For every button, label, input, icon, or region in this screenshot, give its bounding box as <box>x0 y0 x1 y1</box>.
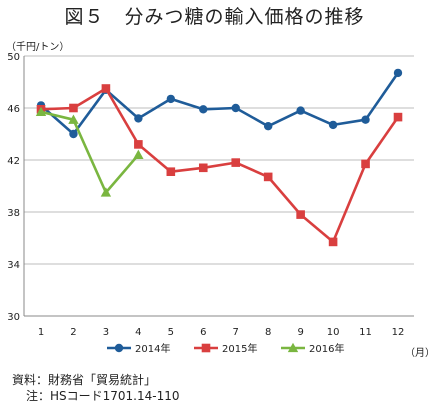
data-point <box>69 129 78 139</box>
y-tick-label: 46 <box>7 104 20 115</box>
data-point <box>231 103 240 113</box>
y-tick-label: 42 <box>7 156 20 167</box>
x-tick-label: 8 <box>265 327 271 338</box>
data-point <box>361 115 370 124</box>
y-tick-label: 38 <box>7 208 20 219</box>
data-point <box>199 105 208 114</box>
data-point <box>133 149 144 159</box>
series-2016年 <box>35 106 144 197</box>
x-tick-label: 7 <box>233 327 239 338</box>
series-line <box>40 87 400 244</box>
data-point <box>296 210 305 219</box>
x-tick-label: 12 <box>392 327 405 338</box>
data-point <box>328 120 338 130</box>
data-point <box>263 122 273 131</box>
y-tick-label: 34 <box>7 260 20 271</box>
source-note: 資料：財務省「貿易統計」 <box>12 373 157 387</box>
data-point <box>100 187 112 197</box>
series-2014年 <box>36 68 403 139</box>
y-axis-unit-label: （千円/トン） <box>6 42 70 53</box>
legend-item: 2015年 <box>194 342 257 355</box>
legend-item: 2014年 <box>107 342 170 355</box>
series-2015年 <box>36 84 403 247</box>
series-group <box>35 68 403 247</box>
data-point <box>201 343 211 353</box>
remark-note: 注：HSコード1701.14-110 <box>26 389 180 403</box>
data-point <box>393 112 403 122</box>
legend-label: 2014年 <box>135 342 170 355</box>
data-point <box>166 167 176 176</box>
x-tick-label: 9 <box>297 327 303 338</box>
data-point <box>328 237 338 247</box>
legend-label: 2015年 <box>222 342 257 355</box>
data-point <box>393 68 403 78</box>
legend-item: 2016年 <box>281 342 344 355</box>
data-point <box>101 84 111 93</box>
y-tick-label: 30 <box>7 312 20 323</box>
axes <box>23 56 414 317</box>
data-point <box>134 140 143 149</box>
x-tick-labels: 1 2 3 4 5 6 7 8 9 10 11 12 <box>38 327 405 338</box>
x-tick-label: 2 <box>70 327 76 338</box>
series-line <box>40 110 140 194</box>
chart-title: 図５ 分みつ糖の輸入価格の推移 <box>64 6 365 28</box>
data-point <box>361 159 370 169</box>
y-tick-label: 50 <box>7 52 20 63</box>
x-tick-label: 4 <box>135 327 141 338</box>
data-point <box>69 103 78 113</box>
data-point <box>198 163 208 173</box>
data-point <box>296 106 305 115</box>
x-tick-label: 10 <box>327 327 340 338</box>
data-point <box>231 158 241 167</box>
data-point <box>287 342 299 353</box>
x-tick-label: 11 <box>359 327 372 338</box>
y-tick-labels: 30 34 38 42 46 50 <box>7 52 20 323</box>
x-tick-label: 5 <box>168 327 174 338</box>
data-point <box>35 106 47 117</box>
data-point <box>114 343 124 353</box>
x-axis-unit-label: （月） <box>405 348 429 359</box>
x-tick-label: 6 <box>200 327 206 338</box>
data-point <box>134 114 143 123</box>
x-tick-label: 1 <box>38 327 44 338</box>
legend-label: 2016年 <box>309 342 344 355</box>
data-point <box>263 172 273 182</box>
series-line <box>40 72 400 136</box>
notes: 資料：財務省「貿易統計」 注：HSコード1701.14-110 <box>12 372 180 404</box>
legend: 2014年 2015年 2016年 <box>107 342 344 355</box>
data-point <box>166 94 176 104</box>
data-point <box>68 114 79 124</box>
x-tick-label: 3 <box>103 327 109 338</box>
